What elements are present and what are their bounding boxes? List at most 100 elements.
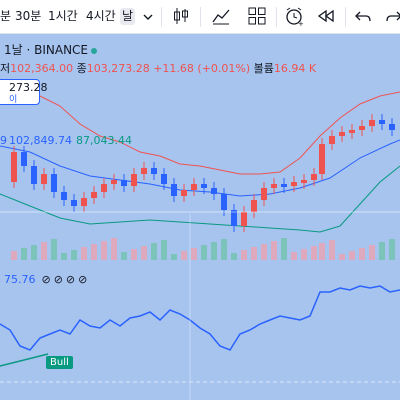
candlesticks <box>11 114 395 232</box>
bollinger-value-2: 102,849.74 <box>9 134 72 147</box>
volume-bars <box>11 238 395 260</box>
templates-icon[interactable] <box>246 5 268 27</box>
bull-signal-label: Bull <box>46 356 73 369</box>
volume-bar <box>369 245 375 260</box>
symbol-title: 1날 · BINANCE <box>4 43 89 57</box>
chevron-down-icon[interactable] <box>141 9 155 23</box>
candle <box>339 132 345 136</box>
toolbar-separator <box>161 7 162 27</box>
candle <box>181 190 187 196</box>
timeframe-min[interactable]: 분 <box>0 9 12 23</box>
volume-bar <box>161 240 167 260</box>
chart-area[interactable]: 1날 · BINANCE 저102,364.00 종103,273.28 +11… <box>0 34 400 400</box>
volume-bar <box>41 242 47 260</box>
volume-bar <box>51 239 57 260</box>
volume-bar <box>141 246 147 260</box>
indicators-icon[interactable] <box>210 5 232 27</box>
volume-bar <box>191 248 197 260</box>
candle <box>121 180 127 186</box>
candle <box>271 184 277 188</box>
candle <box>231 210 237 226</box>
ohlc-values: 저102,364.00 종103,273.28 +11.68 (+0.01%) … <box>0 60 316 76</box>
alert-icon[interactable]: + <box>283 5 305 28</box>
bollinger-lower-line <box>0 165 400 233</box>
volume-bar <box>61 253 67 260</box>
bollinger-legend: 9 102,849.74 87,043.44 <box>0 134 132 147</box>
replay-icon[interactable] <box>315 5 337 27</box>
candle <box>131 174 137 186</box>
candle <box>191 184 197 190</box>
volume-bar <box>181 251 187 260</box>
bollinger-middle-line <box>0 139 400 197</box>
candle <box>379 120 385 124</box>
timeframe-4h[interactable]: 4시간 <box>86 9 116 23</box>
candle <box>81 198 87 206</box>
volume-bar <box>101 241 107 260</box>
price-tag[interactable]: 273.28 이 <box>0 79 48 105</box>
redo-icon[interactable] <box>383 5 400 27</box>
undo-icon[interactable] <box>352 5 374 27</box>
volume-bar <box>379 242 385 260</box>
volume-bar <box>211 242 217 260</box>
candle <box>241 212 247 226</box>
volume-bar <box>231 253 237 260</box>
candle <box>369 120 375 126</box>
volume-bar <box>111 238 117 260</box>
price-tag-value: 273.28 <box>9 81 48 94</box>
toolbar-separator <box>345 7 346 27</box>
candles-icon[interactable] <box>170 5 192 27</box>
volume-bar <box>251 247 257 260</box>
candle <box>31 166 37 184</box>
candle <box>211 188 217 194</box>
candle <box>291 182 297 186</box>
bull-divergence-line <box>0 353 49 367</box>
candle <box>359 126 365 130</box>
candle <box>21 152 27 166</box>
volume-bar <box>329 240 335 260</box>
volume-bar <box>339 254 345 260</box>
candle <box>251 200 257 212</box>
volume-label: 볼륨 <box>253 62 274 75</box>
volume-bar <box>291 252 297 260</box>
volume-bar <box>311 246 317 260</box>
bollinger-upper-line <box>0 91 400 175</box>
price-chart <box>0 91 400 400</box>
low-value: 102,364.00 <box>10 62 74 75</box>
timeframe-1h[interactable]: 1시간 <box>48 9 78 23</box>
candle <box>311 174 317 180</box>
volume-bar <box>221 239 227 260</box>
timeframe-day[interactable]: 날 <box>120 8 136 25</box>
candle <box>329 136 335 144</box>
timeframe-30min[interactable]: 30분 <box>15 9 42 23</box>
volume-bar <box>151 243 157 260</box>
volume-bar <box>131 249 137 260</box>
candle <box>11 152 17 182</box>
volume-bar <box>71 250 77 260</box>
candle <box>171 184 177 196</box>
candle <box>91 192 97 198</box>
change-value: +11.68 (+0.01%) <box>153 62 251 75</box>
svg-text:+: + <box>298 20 304 27</box>
volume-bar <box>31 245 37 260</box>
candle <box>281 184 287 187</box>
candle <box>71 200 77 206</box>
volume-value: 16.94 K <box>273 62 317 75</box>
volume-bar <box>121 252 127 260</box>
volume-bar <box>319 243 325 260</box>
bollinger-value-1: 9 <box>0 134 7 147</box>
rsi-value: 75.76 <box>4 273 36 286</box>
candle <box>101 184 107 192</box>
bollinger-value-3: 87,043.44 <box>75 134 132 147</box>
price-tag-sub: 이 <box>9 95 18 105</box>
volume-bar <box>349 251 355 260</box>
symbol-header[interactable]: 1날 · BINANCE <box>4 41 98 58</box>
candle <box>319 144 325 174</box>
candle <box>389 124 395 130</box>
volume-bar <box>301 249 307 260</box>
candle <box>201 184 207 188</box>
volume-bar <box>271 241 277 260</box>
candle <box>61 192 67 200</box>
candle <box>349 130 355 133</box>
volume-bar <box>261 244 267 260</box>
rsi-hidden-icon[interactable]: ⊘⊘⊘⊘ <box>41 273 91 286</box>
